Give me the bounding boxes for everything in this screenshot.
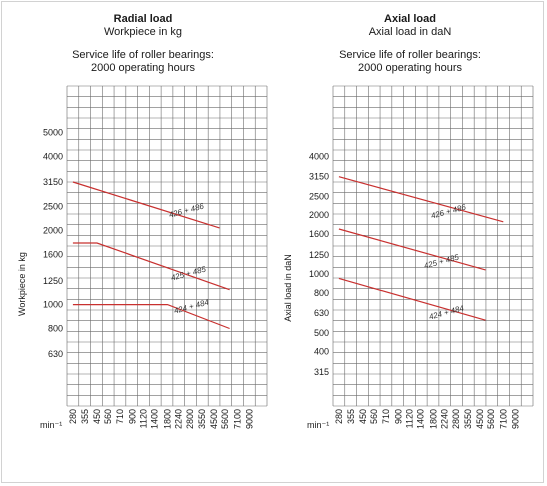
right-chart-y-tick-label: 4000 [309,151,329,161]
left-chart-x-tick-label: 2800 [185,409,195,429]
left-chart-x-tick-label: 1400 [150,409,160,429]
right-chart-series-label: 426 + 486 [430,202,467,220]
left-chart-y-tick-label: 4000 [43,151,63,161]
left-chart-x-tick-label: 560 [103,409,113,424]
axial-load-chart: 315 400 500 630 800 1000 1250 1600 2000 2500 3150 4… [309,85,534,429]
right-chart-x-tick-label: 1120 [404,409,414,428]
right-chart-series-label: 424 + 484 [428,303,465,321]
left-chart-x-tick-label: 1800 [163,409,173,429]
left-chart-x-tick-label: 2240 [174,409,184,429]
left-chart-subtitle: Workpiece in kg [104,26,182,38]
left-chart-x-tick-label: 5600 [220,409,230,429]
right-chart-x-tick-label: 560 [369,409,379,424]
right-chart-x-tick-label: 9000 [510,409,520,429]
left-chart-x-tick-label: 280 [68,409,78,424]
left-chart-y-tick-label: 1600 [43,249,63,259]
left-chart-x-tick-label: 7100 [232,409,242,429]
left-chart-y-tick-label: 800 [48,323,63,333]
left-chart-series-line [72,181,220,229]
right-chart-y-tick-label: 1250 [309,250,329,260]
left-chart-series-line [72,242,230,291]
right-chart-x-tick-label: 3550 [463,409,473,429]
left-chart-x-tick-label: 450 [92,409,102,424]
right-chart-y-tick-label: 500 [314,328,329,338]
right-chart-x-tick-label: 280 [334,409,344,424]
right-chart-x-tick-label: 450 [358,409,368,424]
right-chart-x-tick-label: 2800 [451,409,461,429]
left-chart-series-label: 424 + 484 [173,297,210,315]
right-chart-y-tick-label: 315 [314,367,329,377]
right-chart-x-unit: min⁻¹ [307,420,329,430]
left-chart-y-tick-label: 3150 [43,177,63,187]
left-chart-y-tick-label: 2000 [43,226,63,236]
right-chart-x-tick-label: 5600 [486,409,496,429]
right-chart-subtitle: Axial load in daN [369,26,452,38]
right-chart-x-tick-label: 900 [393,409,403,424]
right-chart-y-tick-label: 1000 [309,269,329,279]
right-chart-y-tick-label: 400 [314,347,329,357]
left-chart-x-unit: min⁻¹ [40,420,62,430]
left-chart-y-tick-label: 630 [48,349,63,359]
left-chart-x-tick-label: 9000 [244,409,254,429]
left-chart-y-tick-label: 1250 [43,276,63,286]
left-chart-grid [66,85,268,407]
left-chart-series-label: 426 + 486 [168,201,205,219]
left-chart-x-tick-label: 4500 [209,409,219,429]
right-chart-title: Axial load [384,13,436,25]
left-chart-y-axis-label: Workpiece in kg [17,252,27,316]
right-chart-x-tick-label: 2240 [440,409,450,429]
right-chart-y-tick-label: 2500 [309,191,329,201]
left-chart-title: Radial load [114,13,173,25]
right-chart-y-tick-label: 630 [314,308,329,318]
right-chart-x-tick-label: 4500 [475,409,485,429]
left-chart-note-line2: 2000 operating hours [91,62,195,74]
right-chart-y-tick-label: 800 [314,288,329,298]
left-chart-y-tick-label: 5000 [43,128,63,138]
right-chart-x-tick-label: 710 [381,409,391,424]
right-chart-note-line2: 2000 operating hours [358,62,462,74]
right-chart-grid [332,85,534,407]
right-chart-x-tick-label: 1400 [416,409,426,429]
right-chart-note-line1: Service life of roller bearings: [339,49,481,61]
right-chart-y-axis-label: Axial load in daN [283,254,293,322]
left-chart-x-tick-label: 3550 [197,409,207,429]
left-chart-x-tick-label: 355 [80,409,90,424]
left-chart-x-tick-label: 1120 [138,409,148,428]
right-chart-y-tick-label: 3150 [309,172,329,182]
radial-load-chart: 630 800 1000 1250 1600 2000 2500 3150 4000 5000 28… [43,85,268,429]
left-chart-y-tick-label: 1000 [43,300,63,310]
left-chart-y-tick-label: 2500 [43,202,63,212]
left-chart-x-tick-label: 710 [115,409,125,424]
right-chart-series-label: 425 + 485 [423,252,460,270]
right-chart-series-line [338,176,504,223]
right-chart-x-tick-label: 7100 [498,409,508,429]
right-chart-series-line [338,228,486,271]
right-chart-x-tick-label: 1800 [429,409,439,429]
left-chart-note-line1: Service life of roller bearings: [72,49,214,61]
right-chart-y-tick-label: 2000 [309,210,329,220]
right-chart-y-tick-label: 1600 [309,229,329,239]
right-chart-series-line [338,277,486,321]
right-chart-x-tick-label: 355 [346,409,356,424]
left-chart-series-line [72,304,230,330]
left-chart-x-tick-label: 900 [127,409,137,424]
